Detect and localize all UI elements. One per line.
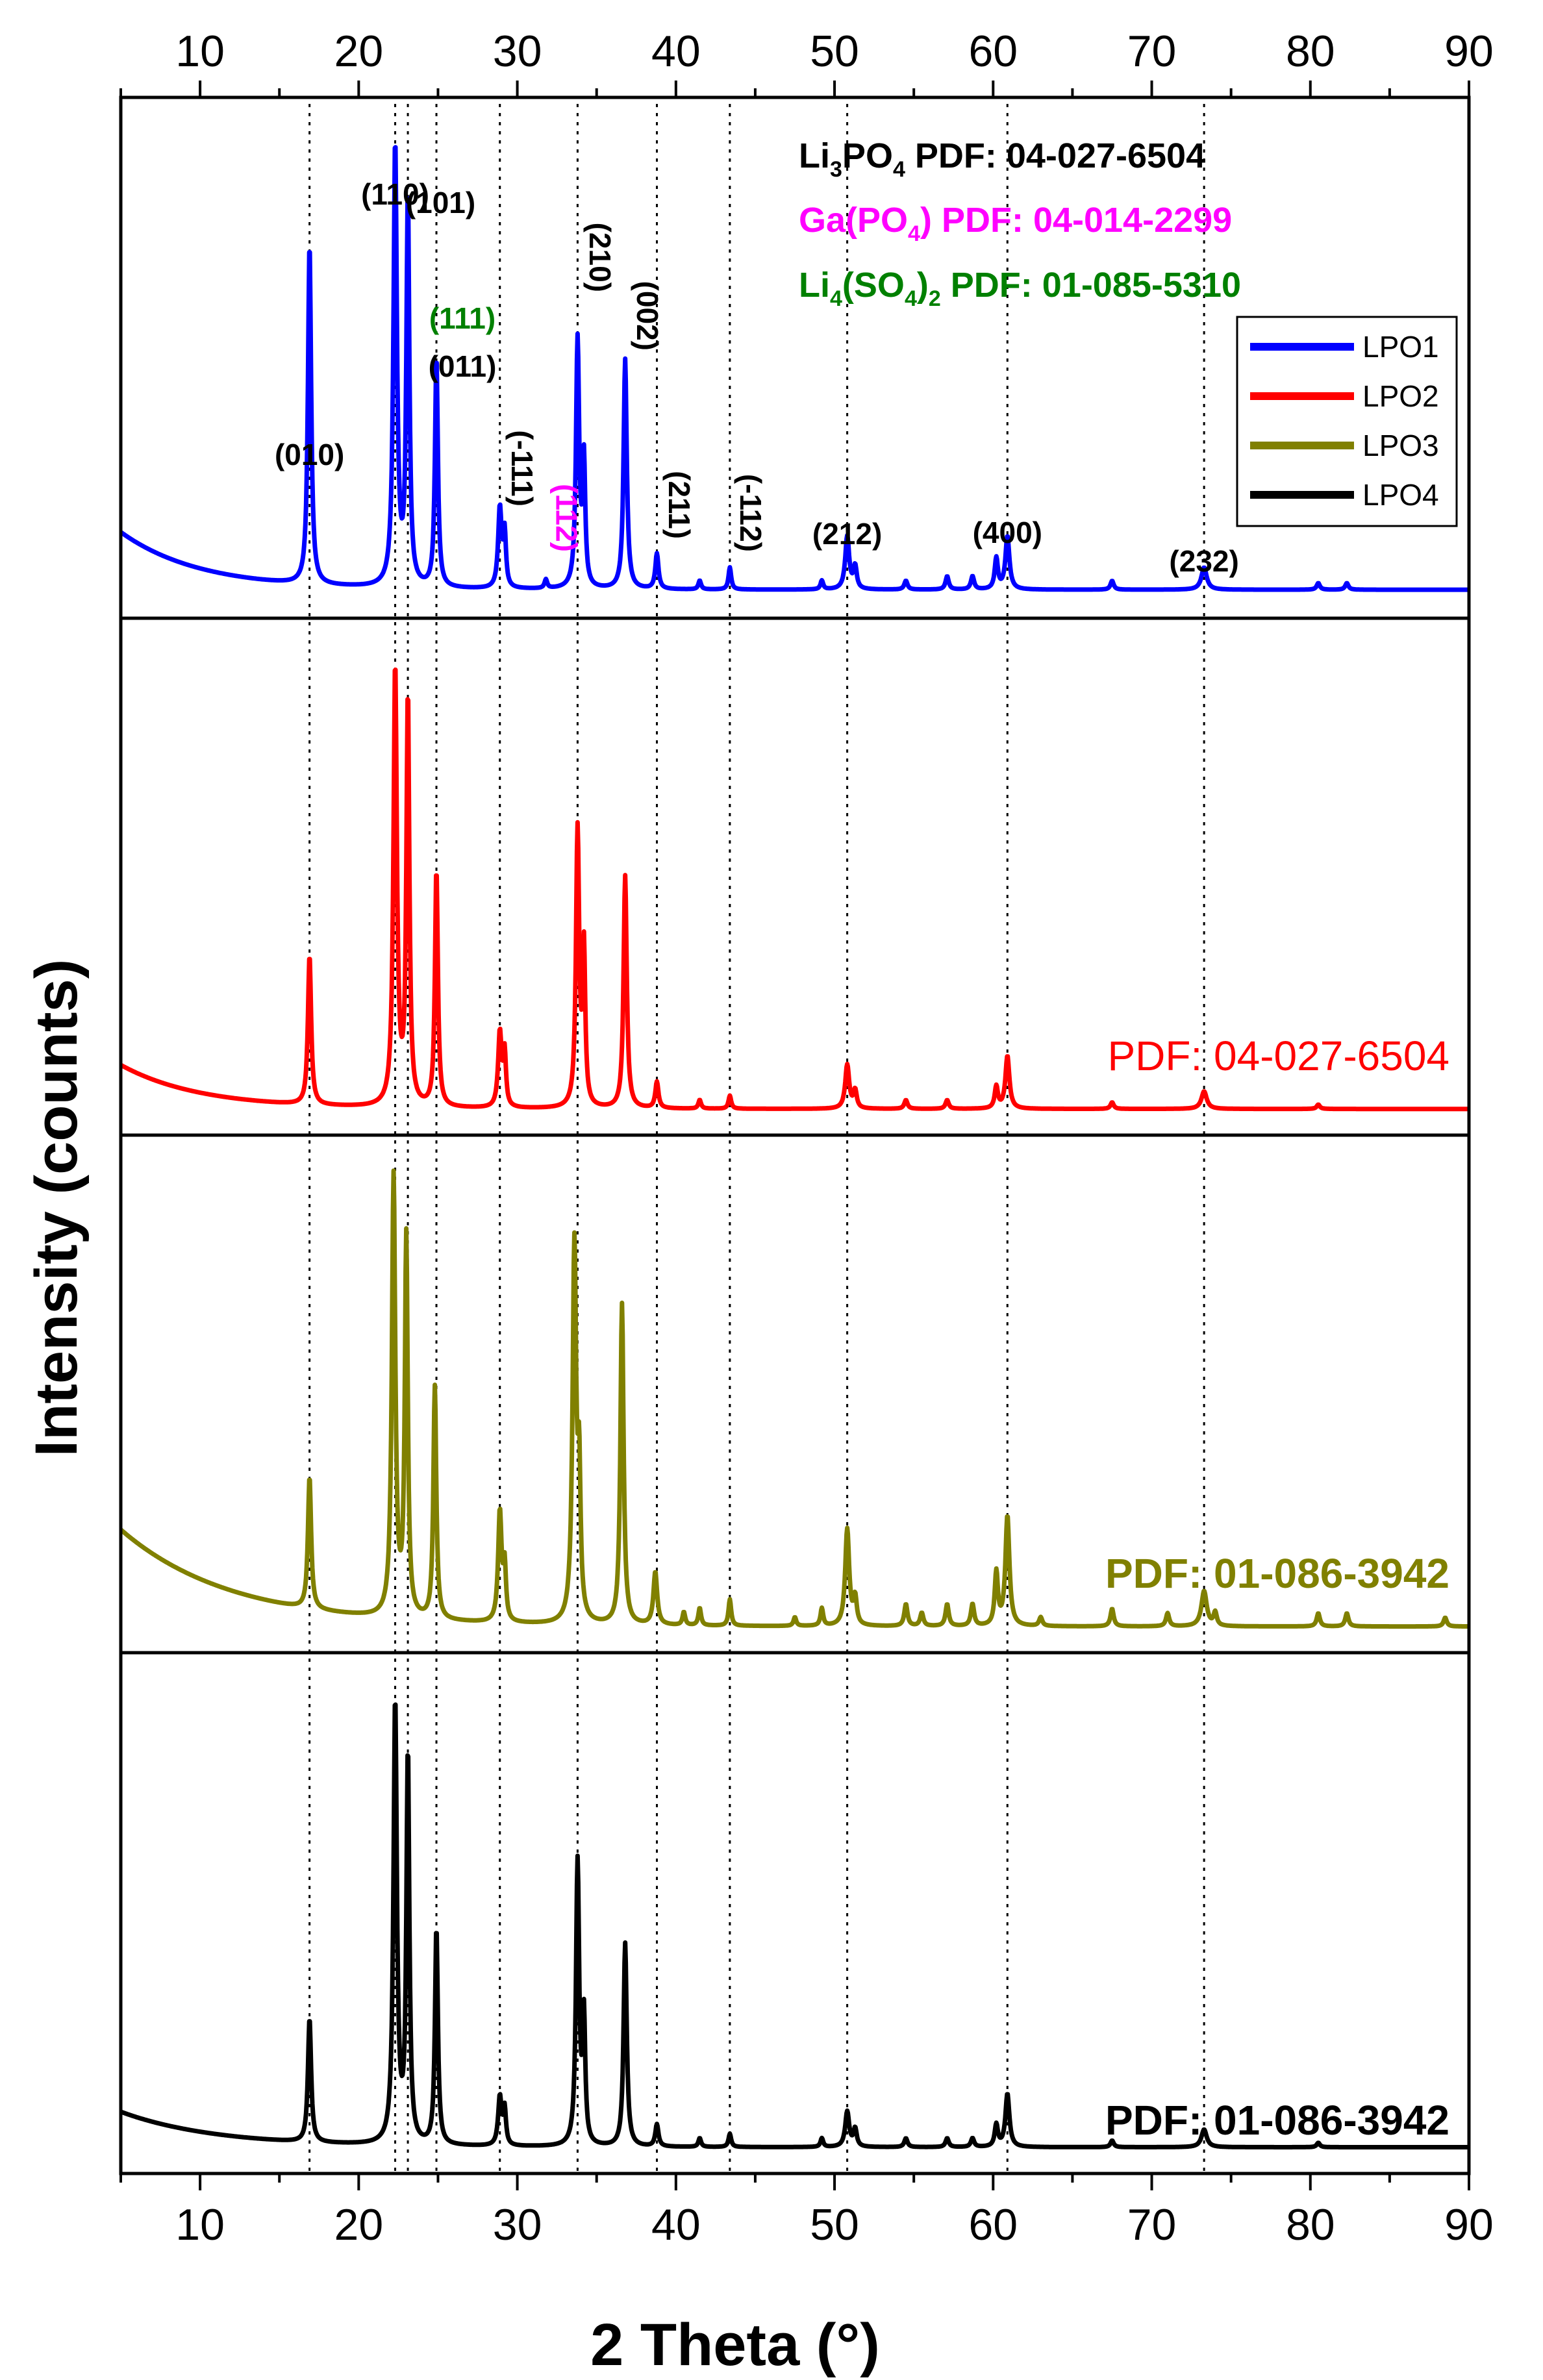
series-line-lpo3 — [119, 1168, 1471, 1629]
x-tick-label-top: 30 — [493, 27, 542, 76]
hkl-label: (011) — [429, 349, 497, 383]
legend-label-lpo3: LPO3 — [1362, 429, 1439, 462]
phase-legend-text: Li3PO4 PDF: 04-027-6504 Ga(PO4) PDF: 04-… — [799, 136, 1241, 311]
legend-label-lpo1: LPO1 — [1362, 330, 1439, 364]
hkl-labels: (010) (110)(101) (111) (011) (-111) (112) (210… — [275, 177, 1239, 578]
x-tick-label-bottom: 90 — [1444, 2200, 1494, 2249]
phase-label-li3po4: Li3PO4 PDF: 04-027-6504 — [799, 136, 1205, 182]
legend-label-lpo4: LPO4 — [1362, 478, 1439, 512]
series-line-lpo1 — [119, 145, 1471, 592]
y-axis-title: Intensity (counts) — [23, 959, 90, 1457]
hkl-label: (-112) — [734, 474, 768, 552]
hkl-label: (211) — [662, 471, 696, 539]
pdf-label-lpo2: PDF: 04-027-6504 — [1107, 1033, 1449, 1079]
plot-area: PDF: 04-027-6504 PDF: 01-086-3942 PDF: 01-… — [119, 104, 1471, 2173]
hkl-label: (210) — [583, 223, 617, 292]
hkl-label: (101) — [406, 186, 475, 219]
x-tick-label-bottom: 30 — [493, 2200, 542, 2249]
legend-label-lpo2: LPO2 — [1362, 379, 1439, 413]
hkl-label: (112) — [550, 484, 584, 552]
x-tick-label-top: 40 — [651, 27, 701, 76]
x-tick-label-bottom: 80 — [1286, 2200, 1335, 2249]
hkl-label: (111) — [429, 301, 496, 335]
pdf-label-lpo4: PDF: 01-086-3942 — [1105, 2097, 1449, 2144]
hkl-label: (212) — [812, 517, 882, 551]
x-tick-label-top: 80 — [1286, 27, 1335, 76]
phase-label-li4so42: Li4(SO4)2 PDF: 01-085-5310 — [799, 266, 1241, 311]
x-tick-label-top: 20 — [334, 27, 384, 76]
hkl-label: (110) — [361, 177, 429, 211]
series-line-lpo4 — [119, 1702, 1471, 2149]
x-tick-label-bottom: 60 — [968, 2200, 1018, 2249]
pdf-label-lpo3: PDF: 01-086-3942 — [1105, 1550, 1449, 1597]
x-tick-label-top: 50 — [810, 27, 859, 76]
legend: LPO1 LPO2 LPO3 LPO4 — [1236, 316, 1458, 527]
x-tick-label-bottom: 70 — [1127, 2200, 1177, 2249]
axes: 10 10 20 20 30 30 40 40 50 50 60 60 70 70 80 80 90 90 — [119, 27, 1494, 2249]
hkl-label: (-111) — [505, 430, 539, 507]
x-tick-label-top: 60 — [968, 27, 1018, 76]
x-tick-label-top: 70 — [1127, 27, 1177, 76]
hkl-label: (010) — [275, 438, 344, 471]
x-tick-label-bottom: 50 — [810, 2200, 859, 2249]
hkl-label: (400) — [973, 516, 1042, 549]
series-line-lpo2 — [119, 667, 1471, 1112]
hkl-label: (002) — [631, 281, 664, 351]
x-axis-title: 2 Theta (°) — [590, 2312, 880, 2378]
x-tick-label-top: 10 — [175, 27, 225, 76]
x-tick-label-top: 90 — [1444, 27, 1494, 76]
x-tick-label-bottom: 40 — [651, 2200, 701, 2249]
hkl-label: (232) — [1169, 544, 1238, 578]
x-tick-label-bottom: 20 — [334, 2200, 384, 2249]
phase-label-gapo4: Ga(PO4) PDF: 04-014-2299 — [799, 201, 1232, 246]
x-tick-label-bottom: 10 — [175, 2200, 225, 2249]
